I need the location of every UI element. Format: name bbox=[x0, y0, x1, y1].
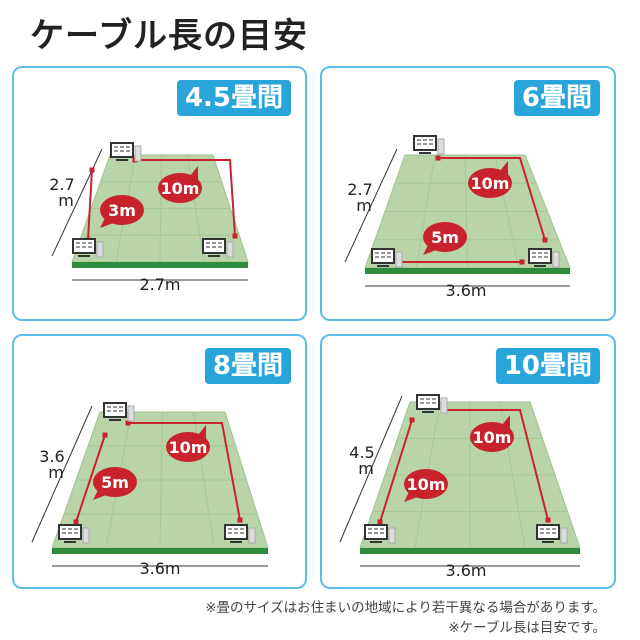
pc-monitor-icon bbox=[202, 238, 234, 258]
tatami-seam bbox=[159, 411, 163, 549]
cable-connector bbox=[545, 517, 551, 523]
cable-length-bubble: 5m bbox=[423, 222, 467, 255]
width-label: 2.7m bbox=[139, 275, 180, 294]
cable-connector bbox=[89, 167, 95, 173]
cable-length-bubble: 10m bbox=[470, 415, 514, 452]
room-size-badge: 6畳間 bbox=[513, 80, 600, 116]
depth-label: 4.5 bbox=[349, 443, 374, 462]
lan-cable bbox=[438, 157, 546, 241]
width-label: 3.6m bbox=[445, 561, 486, 580]
bubble-label: 5m bbox=[101, 473, 129, 492]
cable-length-bubble: 10m bbox=[468, 161, 512, 198]
footnote-cable: ※ケーブル長は目安です。 bbox=[448, 620, 606, 636]
bubble-label: 10m bbox=[473, 428, 512, 447]
floor-edge bbox=[52, 548, 268, 554]
lan-cable bbox=[75, 434, 106, 523]
footnote-tatami: ※畳のサイズはお住まいの地域により若干異なる場合があります。 bbox=[205, 600, 606, 616]
depth-arrow bbox=[339, 395, 403, 543]
cable-connector bbox=[435, 155, 441, 161]
depth-arrow bbox=[31, 405, 93, 543]
cable-connector bbox=[232, 233, 238, 239]
lan-cable bbox=[444, 409, 549, 521]
tatami-seam bbox=[186, 154, 205, 263]
pc-monitor-icon bbox=[413, 135, 445, 155]
depth-label: 2.7 bbox=[347, 180, 372, 199]
depth-label: 2.7 bbox=[49, 175, 74, 194]
width-label: 3.6m bbox=[445, 281, 486, 300]
depth-label: 3.6 bbox=[39, 447, 64, 466]
pc-monitor-icon bbox=[224, 524, 256, 544]
cable-connector bbox=[542, 237, 548, 243]
pc-monitor-icon bbox=[528, 248, 560, 268]
cable-length-bubble: 10m bbox=[404, 469, 448, 502]
depth-arrow bbox=[344, 148, 398, 263]
pc-monitor-icon bbox=[103, 402, 135, 422]
floor-edge bbox=[365, 268, 570, 274]
room-size-badge: 8畳間 bbox=[204, 348, 291, 384]
pc-monitor-icon bbox=[416, 394, 448, 414]
lan-cable bbox=[87, 169, 93, 241]
bubble-label: 5m bbox=[431, 228, 459, 247]
width-label: 3.6m bbox=[139, 559, 180, 578]
cable-connector bbox=[237, 517, 243, 523]
page-title: ケーブル長の目安 bbox=[30, 16, 308, 56]
room-size-badge: 10畳間 bbox=[495, 348, 600, 384]
lan-cable bbox=[128, 422, 241, 521]
tatami-seam bbox=[464, 154, 468, 269]
depth-unit: m bbox=[58, 191, 74, 210]
floor-plan: 3.6m 3.6m 10m 5m bbox=[31, 402, 269, 578]
cable-connector bbox=[125, 420, 131, 426]
pc-monitor-icon bbox=[72, 238, 104, 258]
depth-unit: m bbox=[358, 459, 374, 478]
depth-arrow bbox=[51, 148, 103, 257]
pc-monitor-icon bbox=[364, 524, 396, 544]
cable-connector bbox=[519, 259, 525, 265]
floor-edge bbox=[360, 548, 580, 554]
bubble-label: 3m bbox=[108, 201, 136, 220]
cable-connector bbox=[73, 519, 79, 525]
depth-unit: m bbox=[48, 463, 64, 482]
cable-length-bubble: 10m bbox=[158, 166, 202, 203]
cable-length-bubble: 5m bbox=[93, 467, 137, 500]
pc-monitor-icon bbox=[58, 524, 90, 544]
cable-connector bbox=[102, 432, 108, 438]
pc-monitor-icon bbox=[536, 524, 568, 544]
pc-monitor-icon bbox=[110, 142, 142, 162]
floor-plan: 2.7m 2.7m 10m 3m bbox=[49, 142, 249, 294]
floor-edge bbox=[72, 262, 248, 268]
cable-connector bbox=[409, 417, 415, 423]
floor-plan: 3.6m 2.7m 10m 5m bbox=[344, 135, 571, 300]
lan-cable bbox=[135, 159, 236, 237]
room-size-badge: 4.5畳間 bbox=[176, 80, 291, 116]
cable-length-bubble: 10m bbox=[166, 425, 210, 462]
floor-plan: 3.6m 4.5m 10m 10m bbox=[339, 394, 581, 580]
lan-cable bbox=[379, 419, 413, 523]
cable-connector bbox=[377, 519, 383, 525]
pc-monitor-icon bbox=[371, 248, 403, 268]
bubble-label: 10m bbox=[161, 179, 200, 198]
tatami-seam bbox=[159, 154, 162, 263]
bubble-label: 10m bbox=[471, 174, 510, 193]
cable-length-bubble: 3m bbox=[100, 195, 144, 228]
depth-unit: m bbox=[356, 196, 372, 215]
bubble-label: 10m bbox=[407, 475, 446, 494]
bubble-label: 10m bbox=[169, 438, 208, 457]
